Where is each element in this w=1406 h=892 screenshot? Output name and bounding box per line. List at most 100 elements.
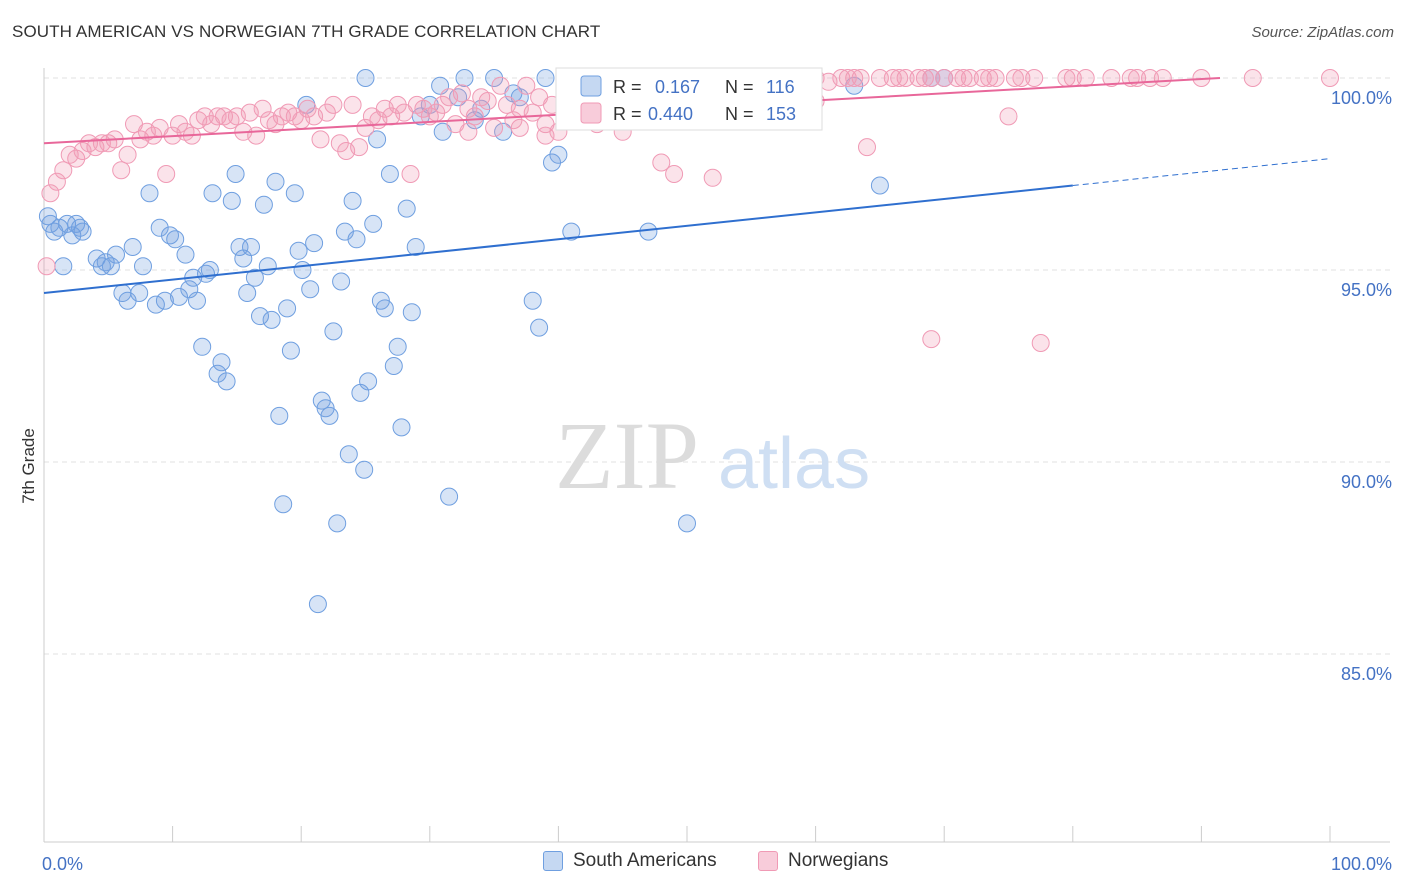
point-norwegian <box>909 69 928 87</box>
legend-item-norwegians[interactable]: Norwegians <box>758 850 888 872</box>
point-south-american <box>107 245 125 264</box>
point-norwegian <box>845 69 864 87</box>
point-norwegian <box>1025 69 1044 87</box>
point-south-american <box>176 245 195 264</box>
point-south-american <box>359 372 378 391</box>
legend-swatch-pink <box>758 851 778 871</box>
axes: 100.0% 95.0% 90.0% 85.0% 0.0% 100.0% <box>42 68 1392 874</box>
point-norwegian <box>883 69 902 87</box>
point-south-american <box>543 153 561 172</box>
point-south-american <box>226 165 245 183</box>
point-south-american <box>562 222 581 241</box>
point-norwegian <box>954 69 973 87</box>
point-south-american <box>73 222 92 241</box>
legend-label-norwegians: Norwegians <box>788 850 889 871</box>
trendline-south-americans-extrapolated <box>1072 158 1331 187</box>
point-norwegian <box>665 165 684 183</box>
point-norwegian <box>858 138 876 157</box>
point-norwegian <box>1005 69 1024 87</box>
point-south-american <box>328 514 347 533</box>
point-south-american <box>281 341 300 360</box>
point-norwegian <box>915 69 934 87</box>
point-norwegian <box>118 145 137 164</box>
point-south-american <box>217 372 236 391</box>
point-south-american <box>392 418 411 437</box>
point-norwegian <box>1076 69 1095 87</box>
point-norwegian <box>317 103 336 122</box>
point-norwegian <box>703 168 722 187</box>
point-norwegian <box>896 69 915 87</box>
point-south-american <box>270 406 289 425</box>
point-norwegian <box>157 165 176 183</box>
point-norwegian <box>37 257 56 276</box>
point-south-american <box>170 287 188 306</box>
point-south-american <box>870 176 889 195</box>
point-south-american <box>289 241 308 260</box>
point-norwegian <box>870 69 889 87</box>
point-south-american <box>212 353 231 372</box>
y-tick-label: 95.0% <box>1341 280 1392 300</box>
legend-n-value-1: 116 <box>766 77 795 97</box>
grid-lines <box>44 77 1390 655</box>
point-norwegian <box>41 184 60 203</box>
point-norwegian <box>343 95 362 114</box>
point-south-american <box>324 322 343 341</box>
point-south-american <box>305 234 324 253</box>
point-south-american <box>406 238 425 256</box>
point-south-american <box>347 230 366 249</box>
point-south-american <box>397 199 416 218</box>
point-norwegian <box>1243 69 1262 87</box>
point-norwegian <box>112 161 131 180</box>
point-norwegian <box>401 165 420 183</box>
x-tick-label: 100.0% <box>1331 854 1392 874</box>
point-south-american <box>245 268 264 287</box>
point-norwegian <box>465 107 484 126</box>
legend-n-label-2: N = <box>725 104 754 124</box>
stats-legend: R = 0.167 N = 116 R = 0.440 N = 153 <box>555 67 823 131</box>
point-south-american <box>536 69 555 87</box>
point-norwegian <box>485 118 504 137</box>
point-norwegian <box>491 76 510 95</box>
point-south-american <box>188 291 206 310</box>
point-norwegian <box>311 130 330 149</box>
x-tick-label: 0.0% <box>42 854 83 874</box>
point-south-american <box>402 303 421 322</box>
point-norwegian <box>935 69 954 87</box>
chart-title: SOUTH AMERICAN VS NORWEGIAN 7TH GRADE CO… <box>12 22 601 41</box>
point-norwegian <box>1141 69 1159 87</box>
point-norwegian <box>980 69 999 87</box>
trendline-south-americans <box>43 184 1073 295</box>
point-south-american <box>278 299 297 318</box>
point-norwegian <box>195 107 214 126</box>
point-norwegian <box>459 99 478 118</box>
point-south-american <box>384 357 403 375</box>
point-south-american <box>530 318 549 337</box>
point-south-american <box>193 337 212 356</box>
legend-item-south-americans[interactable]: South Americans <box>543 850 717 872</box>
point-south-american <box>332 272 351 291</box>
legend-n-value-2: 153 <box>766 104 796 124</box>
point-south-american <box>494 122 513 141</box>
point-norwegian <box>330 134 349 153</box>
point-norwegian <box>67 149 86 168</box>
point-south-american <box>63 226 82 245</box>
point-norwegian <box>298 99 317 118</box>
point-south-american <box>320 406 339 425</box>
point-norwegian <box>459 122 478 141</box>
point-south-american <box>222 191 241 210</box>
source-credit: Source: ZipAtlas.com <box>1251 24 1394 41</box>
point-south-american <box>343 191 362 210</box>
point-south-american <box>258 257 277 276</box>
point-south-american <box>101 257 120 276</box>
y-axis-label: 7th Grade <box>19 428 38 504</box>
point-norwegian <box>960 69 979 87</box>
point-norwegian <box>536 126 555 145</box>
point-norwegian <box>517 76 536 95</box>
point-south-american <box>368 130 387 149</box>
y-tick-label: 85.0% <box>1341 664 1392 684</box>
point-south-american <box>285 184 304 203</box>
point-south-american <box>242 238 260 256</box>
point-south-american <box>150 218 169 237</box>
point-south-american <box>388 337 407 356</box>
